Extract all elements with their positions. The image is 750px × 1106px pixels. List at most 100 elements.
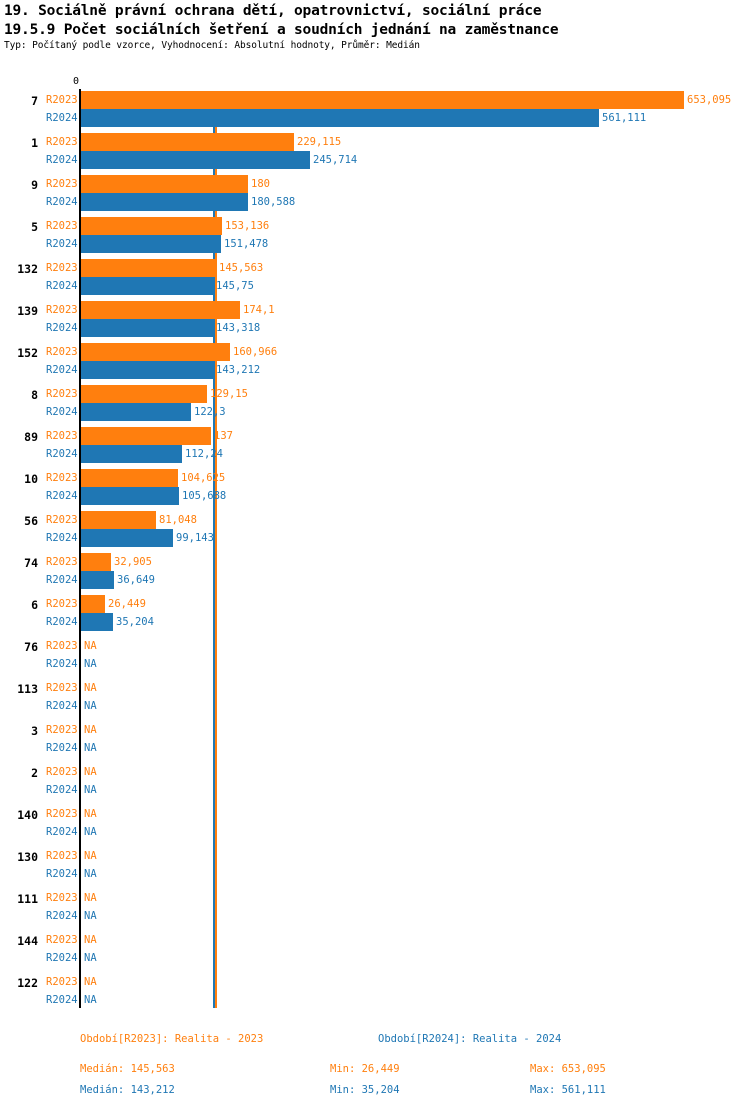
bar-row: R2023 104,625	[0, 468, 750, 489]
bar-2024	[81, 403, 191, 421]
bar-row: R2024 105,688	[0, 486, 750, 507]
series-label-2023: R2023	[46, 304, 78, 316]
bar-row: R2023 NA	[0, 636, 750, 657]
value-label-2023: 153,136	[225, 220, 270, 232]
series-label-2023: R2023	[46, 598, 78, 610]
series-label-2023: R2023	[46, 766, 78, 778]
series-label-2023: R2023	[46, 934, 78, 946]
bar-2023	[81, 175, 248, 193]
bar-group: 10 R2023 104,625 R2024 105,688	[0, 468, 750, 510]
value-label-2023: 145,563	[219, 262, 264, 274]
series-label-2023: R2023	[46, 682, 78, 694]
value-label-2024: 143,212	[216, 364, 261, 376]
series-label-2024: R2024	[46, 490, 78, 502]
series-label-2023: R2023	[46, 94, 78, 106]
series-label-2023: R2023	[46, 262, 78, 274]
series-label-2024: R2024	[46, 574, 78, 586]
value-label-2024: 105,688	[182, 490, 227, 502]
bar-row: R2023 174,1	[0, 300, 750, 321]
bar-row: R2024 36,649	[0, 570, 750, 591]
category-label: 7	[31, 94, 38, 108]
bar-2023	[81, 511, 156, 529]
value-label-2023: 137	[214, 430, 233, 442]
value-label-2023: NA	[84, 682, 97, 694]
category-label: 5	[31, 220, 38, 234]
stat-median-2024: Medián: 143,212	[80, 1084, 175, 1096]
bar-group: 2 R2023 NA R2024 NA	[0, 762, 750, 804]
series-label-2023: R2023	[46, 430, 78, 442]
bar-row: R2024 151,478	[0, 234, 750, 255]
bar-group: 6 R2023 26,449 R2024 35,204	[0, 594, 750, 636]
bar-row: R2024 145,75	[0, 276, 750, 297]
value-label-2024: 112,24	[185, 448, 223, 460]
bar-2024	[81, 529, 173, 547]
bar-2023	[81, 427, 211, 445]
series-label-2023: R2023	[46, 346, 78, 358]
stat-min-2024: Min: 35,204	[330, 1084, 400, 1096]
bar-row: R2024 143,318	[0, 318, 750, 339]
bar-2024	[81, 151, 310, 169]
series-label-2023: R2023	[46, 472, 78, 484]
bar-row: R2024 NA	[0, 822, 750, 843]
series-label-2023: R2023	[46, 388, 78, 400]
median-reference-line-2023	[215, 101, 217, 1008]
bar-row: R2024 NA	[0, 654, 750, 675]
bar-2024	[81, 193, 248, 211]
bar-row: R2023 137	[0, 426, 750, 447]
median-reference-line-2024	[213, 101, 215, 1008]
chart-plot-area: 0 7 R2023 653,095 R2024 561,111 1 R2023 229,115…	[0, 60, 750, 1020]
bar-2024	[81, 613, 113, 631]
stat-min-2023: Min: 26,449	[330, 1063, 400, 1075]
category-label: 113	[17, 682, 38, 696]
series-label-2024: R2024	[46, 280, 78, 292]
value-label-2024: NA	[84, 952, 97, 964]
value-label-2024: NA	[84, 742, 97, 754]
bar-2024	[81, 109, 599, 127]
category-label: 132	[17, 262, 38, 276]
series-label-2024: R2024	[46, 742, 78, 754]
value-label-2023: 180	[251, 178, 270, 190]
stat-max-2024: Max: 561,111	[530, 1084, 606, 1096]
bar-group: 89 R2023 137 R2024 112,24	[0, 426, 750, 468]
value-label-2024: 35,204	[116, 616, 154, 628]
series-label-2024: R2024	[46, 112, 78, 124]
series-label-2023: R2023	[46, 976, 78, 988]
y-axis-spine	[79, 89, 81, 1008]
bar-2023	[81, 217, 222, 235]
bar-group: 132 R2023 145,563 R2024 145,75	[0, 258, 750, 300]
bar-group: 152 R2023 160,966 R2024 143,212	[0, 342, 750, 384]
series-label-2024: R2024	[46, 532, 78, 544]
category-label: 9	[31, 178, 38, 192]
value-label-2023: 81,048	[159, 514, 197, 526]
value-label-2023: NA	[84, 934, 97, 946]
series-label-2024: R2024	[46, 238, 78, 250]
bar-2024	[81, 445, 182, 463]
category-label: 8	[31, 388, 38, 402]
bar-2024	[81, 319, 213, 337]
bar-row: R2023 NA	[0, 888, 750, 909]
series-label-2023: R2023	[46, 178, 78, 190]
category-label: 2	[31, 766, 38, 780]
chart-title: 19.5.9 Počet sociálních šetření a soudní…	[4, 22, 559, 38]
value-label-2024: 151,478	[224, 238, 269, 250]
bar-row: R2024 NA	[0, 948, 750, 969]
value-label-2023: 160,966	[233, 346, 278, 358]
category-label: 76	[24, 640, 38, 654]
value-label-2023: NA	[84, 724, 97, 736]
bar-row: R2024 180,588	[0, 192, 750, 213]
bar-row: R2023 653,095	[0, 90, 750, 111]
bar-group: 56 R2023 81,048 R2024 99,143	[0, 510, 750, 552]
bar-row: R2024 NA	[0, 738, 750, 759]
value-label-2024: 36,649	[117, 574, 155, 586]
bar-2024	[81, 277, 213, 295]
bar-row: R2023 145,563	[0, 258, 750, 279]
stat-median-2023: Medián: 145,563	[80, 1063, 175, 1075]
bar-row: R2023 NA	[0, 930, 750, 951]
bar-group: 122 R2023 NA R2024 NA	[0, 972, 750, 1014]
bar-2023	[81, 469, 178, 487]
category-label: 3	[31, 724, 38, 738]
axis-origin-tick	[79, 89, 81, 101]
series-label-2023: R2023	[46, 850, 78, 862]
value-label-2023: 104,625	[181, 472, 226, 484]
bar-group: 113 R2023 NA R2024 NA	[0, 678, 750, 720]
